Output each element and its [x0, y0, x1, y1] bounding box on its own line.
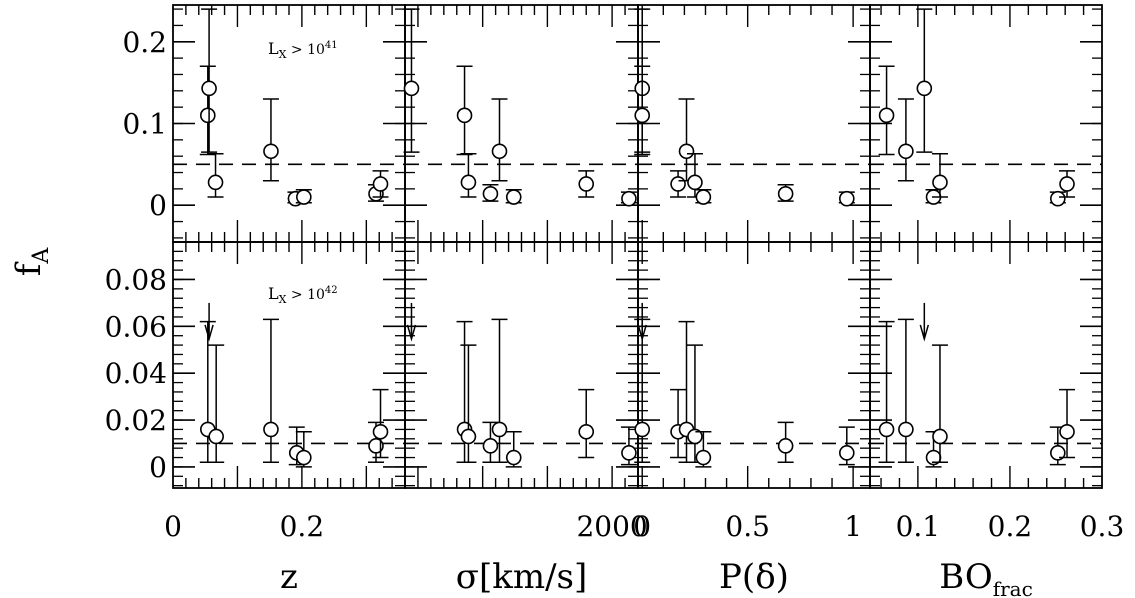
- y-tick-label: 0.1: [122, 108, 167, 141]
- x-tick-label: 0: [633, 510, 651, 543]
- data-point: [460, 174, 477, 191]
- upper-limit-arrowhead: [637, 324, 647, 342]
- y-tick-label: 0.2: [122, 26, 167, 59]
- panel-frame: [637, 241, 871, 489]
- data-point: [695, 449, 712, 466]
- data-point: [1050, 190, 1066, 207]
- x-axis-label-main: σ[km/s]: [456, 557, 587, 597]
- x-tick-label: 0.1: [896, 510, 941, 543]
- data-point: [898, 143, 914, 160]
- data-point: [296, 189, 312, 205]
- data-point: [634, 421, 651, 438]
- bottom-row-annotation: LX > 1042: [268, 284, 338, 306]
- data-point: [1050, 445, 1066, 461]
- data-point: [916, 80, 933, 97]
- x-tick-label: 2000: [576, 510, 647, 543]
- x-axis-label-main: z: [280, 557, 298, 597]
- panel-bottom-z: 0 0.02 0.04 0.06 0.08 0 0.2 z: [105, 241, 406, 597]
- data-point: [578, 423, 595, 440]
- panel-bottom-P: 0 0.5 1 P(δ): [633, 241, 871, 597]
- panel-frame: [869, 241, 1103, 489]
- data-point: [482, 438, 499, 454]
- data-point: [505, 449, 522, 466]
- panel-top-z: 0 0.1 0.2: [122, 4, 406, 243]
- data-point: [687, 428, 703, 445]
- x-axis-label-main: BO: [939, 557, 993, 597]
- x-tick-label: 1: [844, 510, 862, 543]
- x-tick-label: 0.2: [988, 510, 1033, 543]
- data-point: [621, 445, 637, 461]
- data-point: [932, 428, 948, 445]
- upper-limit-arrowhead: [919, 324, 930, 342]
- data-point: [208, 428, 224, 445]
- data-point: [263, 421, 279, 438]
- y-tick-label: 0.06: [105, 310, 167, 343]
- data-point: [670, 176, 686, 192]
- data-point: [201, 80, 217, 97]
- data-point: [695, 189, 712, 205]
- data-point: [372, 176, 389, 192]
- data-point: [1059, 423, 1075, 440]
- panel-bottom-BO: 0.1 0.2 0.3 BOfrac: [869, 241, 1125, 598]
- panels-layer: 0 0.1 0.2 0 0.02 0.04 0.06 0.08 0 0.2 z 2000 σ[km/s]…: [105, 4, 1125, 598]
- y-tick-label: 0.02: [105, 404, 167, 437]
- data-point: [482, 185, 499, 202]
- panel-top-sigma: [403, 4, 639, 243]
- data-point: [460, 428, 477, 445]
- data-point: [505, 189, 522, 205]
- x-tick-label: 0.2: [280, 510, 325, 543]
- data-point: [491, 421, 508, 438]
- data-point: [403, 80, 420, 97]
- data-point: [207, 174, 224, 191]
- data-point: [578, 176, 595, 192]
- y-tick-label: 0.04: [105, 357, 167, 390]
- panel-frame: [637, 4, 871, 243]
- y-tick-label: 0: [149, 189, 167, 222]
- data-point: [687, 174, 703, 191]
- data-point: [456, 107, 473, 124]
- panel-top-BO: [869, 4, 1103, 243]
- upper-limit-arrowhead: [204, 324, 214, 342]
- panel-frame: [869, 4, 1103, 243]
- data-point: [372, 423, 389, 440]
- panel-frame: [404, 241, 639, 489]
- panel-top-P: [634, 4, 871, 243]
- data-point: [1059, 176, 1075, 192]
- x-axis-label: P(δ): [719, 557, 789, 597]
- data-point: [838, 445, 855, 461]
- x-tick-label: 0: [164, 510, 182, 543]
- x-axis-label-sub: frac: [993, 577, 1033, 598]
- x-axis-label: BOfrac: [939, 557, 1033, 598]
- data-point: [838, 190, 855, 207]
- x-axis-label: σ[km/s]: [456, 557, 587, 597]
- y-axis-label-sub: A: [29, 247, 54, 265]
- data-point: [634, 107, 651, 124]
- x-axis-label-main: P(δ): [719, 557, 789, 597]
- data-point: [678, 143, 695, 160]
- data-point: [491, 143, 508, 160]
- top-row-annotation: LX > 1041: [268, 39, 338, 61]
- data-point: [263, 143, 279, 160]
- y-tick-label: 0.08: [105, 263, 167, 296]
- data-point: [932, 174, 948, 191]
- data-point: [878, 421, 895, 438]
- data-point: [878, 107, 895, 124]
- data-point: [621, 190, 637, 207]
- data-point: [898, 421, 914, 438]
- x-tick-label: 0.3: [1080, 510, 1125, 543]
- y-tick-label: 0: [149, 451, 167, 484]
- data-point: [200, 107, 216, 124]
- data-point: [368, 438, 384, 454]
- data-point: [777, 185, 794, 202]
- data-point: [777, 438, 794, 454]
- y-axis-label: fA: [9, 247, 54, 277]
- x-axis-label: z: [280, 557, 298, 597]
- y-axis-label-main: f: [9, 261, 49, 276]
- panel-bottom-sigma: 2000 σ[km/s]: [404, 241, 648, 597]
- x-tick-label: 0.5: [725, 510, 770, 543]
- upper-limit-arrowhead: [406, 324, 417, 342]
- data-point: [296, 449, 312, 466]
- panel-frame: [404, 4, 639, 243]
